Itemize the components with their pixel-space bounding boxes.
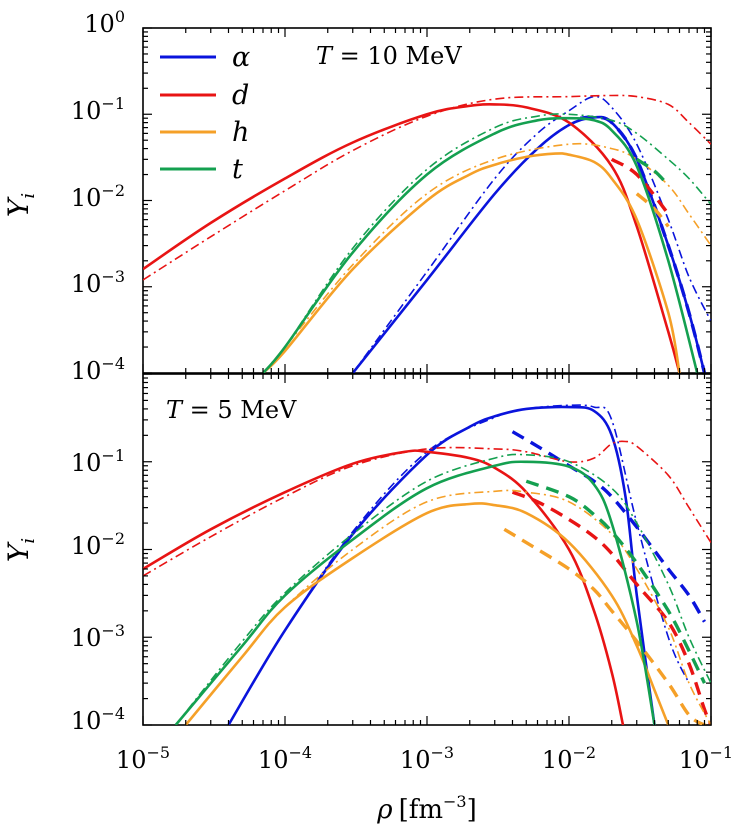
y-axis-title-top: Yi	[2, 193, 39, 217]
y-tick-label-top-2: 10−2	[71, 181, 125, 212]
legend-label-h: h	[232, 117, 249, 148]
y-tick-label-bottom-4: 10−4	[71, 704, 125, 735]
top-series-alpha-dash-dot-line	[352, 95, 711, 373]
y-tick-label-bottom-1: 10−1	[71, 446, 125, 477]
legend: α d h t	[160, 42, 250, 185]
legend-label-d: d	[232, 80, 249, 111]
bottom-series-alpha-solid-line	[227, 405, 656, 725]
bottom-series-t-solid-line	[174, 460, 656, 725]
top-series-d-dashed-line	[610, 157, 670, 215]
bottom-series-t-dashed-line	[525, 479, 707, 684]
bottom-series-h-dash-dot-line	[185, 489, 711, 725]
bottom-panel-curves	[143, 404, 711, 725]
bottom-series-h-solid-line	[184, 502, 670, 725]
bottom-series-d-dash-dot-line	[143, 440, 711, 577]
bottom-series-d-solid-line	[143, 449, 625, 725]
y-tick-label-bottom-3: 10−3	[71, 621, 125, 652]
bottom-series-t-dash-dot-line	[175, 453, 711, 725]
x-tick-label-4: 10−1	[679, 743, 733, 774]
y-axis-title-bottom: Yi	[2, 538, 39, 562]
top-panel-curves	[143, 94, 711, 373]
x-axis-title: ρ [fm−3]	[376, 792, 476, 825]
top-panel-annotation: T = 10 MeV	[316, 42, 462, 70]
bottom-series-alpha-dash-dot-line	[227, 404, 690, 725]
legend-label-t: t	[232, 154, 243, 185]
top-series-d-dash-dot-line	[143, 94, 711, 281]
y-tick-label-top-3: 10−3	[71, 267, 125, 298]
y-tick-label-bottom-2: 10−2	[71, 529, 125, 560]
y-tick-label-top-1: 10−1	[71, 94, 125, 125]
y-tick-label-top-4: 10−4	[71, 354, 125, 385]
x-tick-label-1: 10−4	[258, 743, 312, 774]
y-tick-label-top-0: 100	[84, 7, 125, 38]
axis-ticks	[142, 27, 712, 726]
top-series-h-dash-dot-line	[262, 142, 711, 373]
top-series-h-solid-line	[262, 152, 681, 373]
top-series-alpha-dashed-line	[580, 115, 707, 373]
bottom-series-h-dashed-line	[503, 527, 711, 725]
x-tick-label-3: 10−2	[542, 743, 596, 774]
bottom-series-alpha-dashed-line	[511, 430, 706, 623]
x-tick-label-0: 10−5	[116, 743, 170, 774]
top-series-t-dash-dot-line	[262, 113, 711, 373]
bottom-panel-annotation: T = 5 MeV	[166, 396, 297, 424]
top-series-d-solid-line	[143, 103, 681, 373]
legend-label-alpha: α	[232, 42, 250, 73]
top-series-h-dashed-line	[635, 192, 670, 228]
top-series-t-solid-line	[262, 116, 699, 373]
top-series-t-dashed-line	[635, 157, 670, 187]
x-tick-label-2: 10−3	[400, 743, 454, 774]
